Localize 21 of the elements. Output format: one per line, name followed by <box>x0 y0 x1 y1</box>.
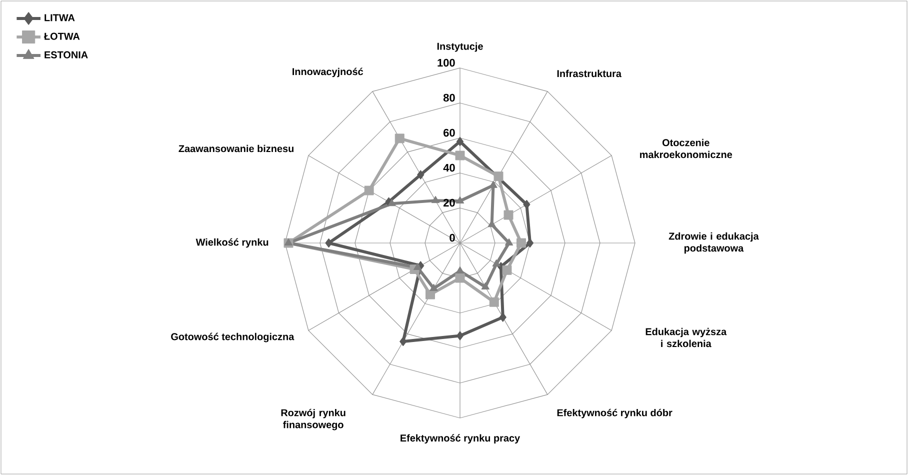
spoke-label: Efektywność rynku pracy <box>400 434 520 444</box>
y-tick-label: 20 <box>443 198 455 207</box>
spoke-label: Infrastruktura <box>557 70 622 78</box>
spoke-label: Otoczenie makroekonomiczne <box>640 138 732 158</box>
y-tick-label: 60 <box>444 128 455 137</box>
spoke-label: Edukacja wyższa i szkolenia <box>646 328 727 348</box>
legend-label: ESTONIA <box>44 51 88 58</box>
spoke-label: Wielkość rynku <box>196 238 268 248</box>
spoke-label: Efektywność rynku dóbr <box>557 408 672 418</box>
spoke-label: Instytucje <box>437 42 483 52</box>
spoke-label: Gotowość technologiczna <box>171 332 294 342</box>
y-tick-label: 40 <box>443 164 455 172</box>
spoke-label: Zdrowie i edukacja podstawowa <box>668 232 759 254</box>
y-tick-label: 80 <box>443 94 455 102</box>
spoke-label: Rozwój rynku finansowego <box>281 408 346 430</box>
y-tick-label: 0 <box>450 234 455 242</box>
spoke-label: Zaawansowanie biznesu <box>178 144 294 152</box>
legend-label: ŁOTWA <box>44 32 80 40</box>
spoke-label: Innowacyjność <box>292 68 364 78</box>
legend-label: LITWA <box>44 14 75 22</box>
y-tick-label: 100 <box>438 58 455 67</box>
